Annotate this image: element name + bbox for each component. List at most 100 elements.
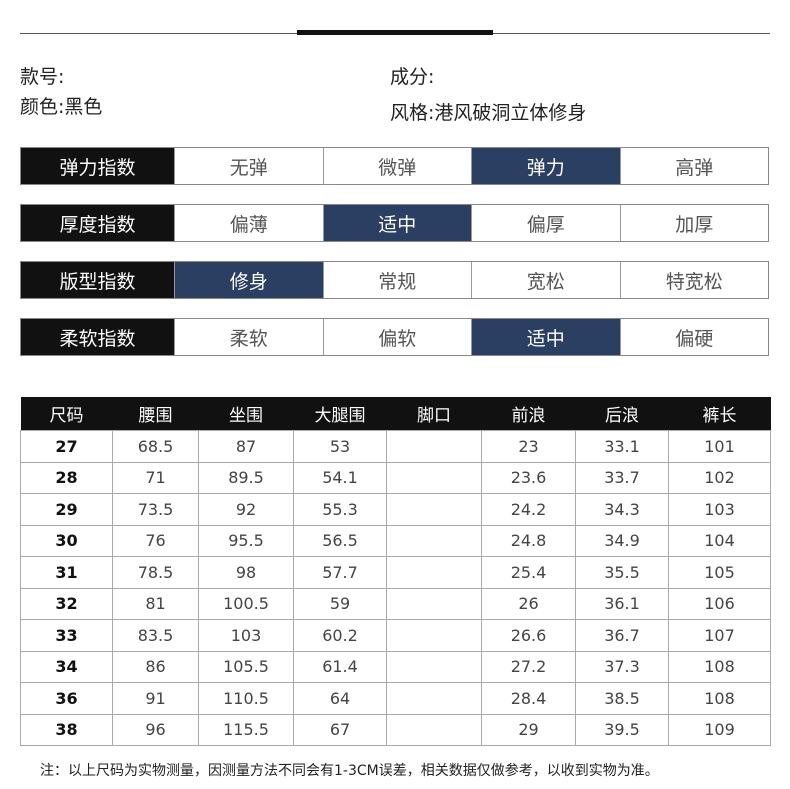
- table-cell: 24.2: [481, 493, 576, 526]
- color-field: 颜色:黑色: [20, 92, 102, 119]
- size-cell: 27: [20, 430, 113, 463]
- table-row: 31 78.5 98 57.7 25.4 35.5 105: [20, 556, 771, 589]
- table-cell: 103: [198, 619, 294, 652]
- index-option-selected: 适中: [322, 205, 471, 241]
- table-cell: 60.2: [293, 619, 387, 652]
- column-header: 大腿围: [293, 397, 387, 431]
- table-row: 32 81 100.5 59 26 36.1 106: [20, 587, 771, 620]
- table-cell: 104: [668, 524, 771, 557]
- index-option: 加厚: [619, 205, 768, 241]
- table-cell: 26: [481, 587, 576, 620]
- index-option-selected: 弹力: [471, 148, 620, 184]
- table-cell: [386, 524, 482, 557]
- table-cell: 109: [668, 713, 771, 746]
- table-row: 33 83.5 103 60.2 26.6 36.7 107: [20, 619, 771, 652]
- index-row: 厚度指数 偏薄 适中 偏厚 加厚: [20, 204, 769, 242]
- table-cell: 34.9: [575, 524, 669, 557]
- index-option: 特宽松: [619, 262, 768, 298]
- table-cell: 59: [293, 587, 387, 620]
- table-cell: [386, 587, 482, 620]
- table-cell: 110.5: [198, 682, 294, 715]
- table-row: 38 96 115.5 67 29 39.5 109: [20, 713, 771, 746]
- size-cell: 36: [20, 682, 113, 715]
- table-cell: 105.5: [198, 650, 294, 683]
- size-cell: 28: [20, 461, 113, 494]
- table-row: 29 73.5 92 55.3 24.2 34.3 103: [20, 493, 771, 526]
- table-row: 28 71 89.5 54.1 23.6 33.7 102: [20, 461, 771, 494]
- size-cell: 38: [20, 713, 113, 746]
- table-cell: [386, 493, 482, 526]
- table-row: 30 76 95.5 56.5 24.8 34.9 104: [20, 524, 771, 557]
- table-cell: 64: [293, 682, 387, 715]
- index-option: 常规: [322, 262, 471, 298]
- table-row: 27 68.5 87 53 23 33.1 101: [20, 430, 771, 463]
- table-cell: [386, 650, 482, 683]
- table-cell: 83.5: [112, 619, 199, 652]
- index-option: 偏厚: [471, 205, 620, 241]
- size-table-header: 尺码 腰围 坐围 大腿围 脚口 前浪 后浪 裤长: [20, 397, 771, 431]
- table-cell: 36.7: [575, 619, 669, 652]
- table-cell: 39.5: [575, 713, 669, 746]
- style-no-label: 款号:: [20, 66, 65, 88]
- table-cell: 57.7: [293, 556, 387, 589]
- table-cell: 55.3: [293, 493, 387, 526]
- index-option-selected: 适中: [471, 319, 620, 355]
- table-cell: [386, 713, 482, 746]
- table-cell: 115.5: [198, 713, 294, 746]
- table-cell: 86: [112, 650, 199, 683]
- table-cell: 24.8: [481, 524, 576, 557]
- table-cell: 106: [668, 587, 771, 620]
- column-header: 尺码: [20, 397, 113, 431]
- column-header: 后浪: [575, 397, 669, 431]
- column-header: 裤长: [668, 397, 771, 431]
- table-cell: 27.2: [481, 650, 576, 683]
- index-row: 柔软指数 柔软 偏软 适中 偏硬: [20, 318, 769, 356]
- table-cell: 67: [293, 713, 387, 746]
- table-cell: 26.6: [481, 619, 576, 652]
- table-cell: 28.4: [481, 682, 576, 715]
- size-cell: 29: [20, 493, 113, 526]
- table-cell: 56.5: [293, 524, 387, 557]
- table-cell: 36.1: [575, 587, 669, 620]
- table-cell: 23.6: [481, 461, 576, 494]
- table-cell: 89.5: [198, 461, 294, 494]
- table-cell: 38.5: [575, 682, 669, 715]
- size-table-body: 27 68.5 87 53 23 33.1 101 28 71 89.5 54.1 23.6 33.7 1…: [20, 430, 771, 746]
- index-option: 微弹: [322, 148, 471, 184]
- index-label: 弹力指数: [21, 148, 174, 184]
- index-option: 柔软: [174, 319, 323, 355]
- table-cell: 91: [112, 682, 199, 715]
- table-cell: 34.3: [575, 493, 669, 526]
- size-note: 注：以上尺码为实物测量，因测量方法不同会有1-3CM误差，相关数据仅做参考，以收…: [40, 763, 659, 779]
- table-cell: [386, 556, 482, 589]
- index-label: 版型指数: [21, 262, 174, 298]
- index-row: 弹力指数 无弹 微弹 弹力 高弹: [20, 147, 769, 185]
- top-divider-accent: [297, 30, 493, 35]
- index-row: 版型指数 修身 常规 宽松 特宽松: [20, 261, 769, 299]
- size-cell: 31: [20, 556, 113, 589]
- column-header: 腰围: [112, 397, 199, 431]
- column-header: 坐围: [198, 397, 294, 431]
- table-cell: [386, 430, 482, 463]
- table-cell: 33.7: [575, 461, 669, 494]
- size-cell: 30: [20, 524, 113, 557]
- table-cell: [386, 619, 482, 652]
- size-cell: 32: [20, 587, 113, 620]
- table-cell: 71: [112, 461, 199, 494]
- table-cell: 78.5: [112, 556, 199, 589]
- table-row: 36 91 110.5 64 28.4 38.5 108: [20, 682, 771, 715]
- color-value: 黑色: [64, 96, 103, 118]
- index-option: 无弹: [174, 148, 323, 184]
- material-label: 成分:: [390, 66, 435, 88]
- table-cell: 87: [198, 430, 294, 463]
- index-option: 偏硬: [619, 319, 768, 355]
- table-cell: 61.4: [293, 650, 387, 683]
- style-field: 风格:港风破洞立体修身: [390, 98, 586, 125]
- table-cell: 35.5: [575, 556, 669, 589]
- index-option: 偏软: [322, 319, 471, 355]
- table-cell: 73.5: [112, 493, 199, 526]
- size-table: 尺码 腰围 坐围 大腿围 脚口 前浪 后浪 裤长 27 68.5 87 53 23 33.1 101 28 7…: [20, 397, 771, 746]
- table-cell: 37.3: [575, 650, 669, 683]
- table-cell: 103: [668, 493, 771, 526]
- table-cell: 23: [481, 430, 576, 463]
